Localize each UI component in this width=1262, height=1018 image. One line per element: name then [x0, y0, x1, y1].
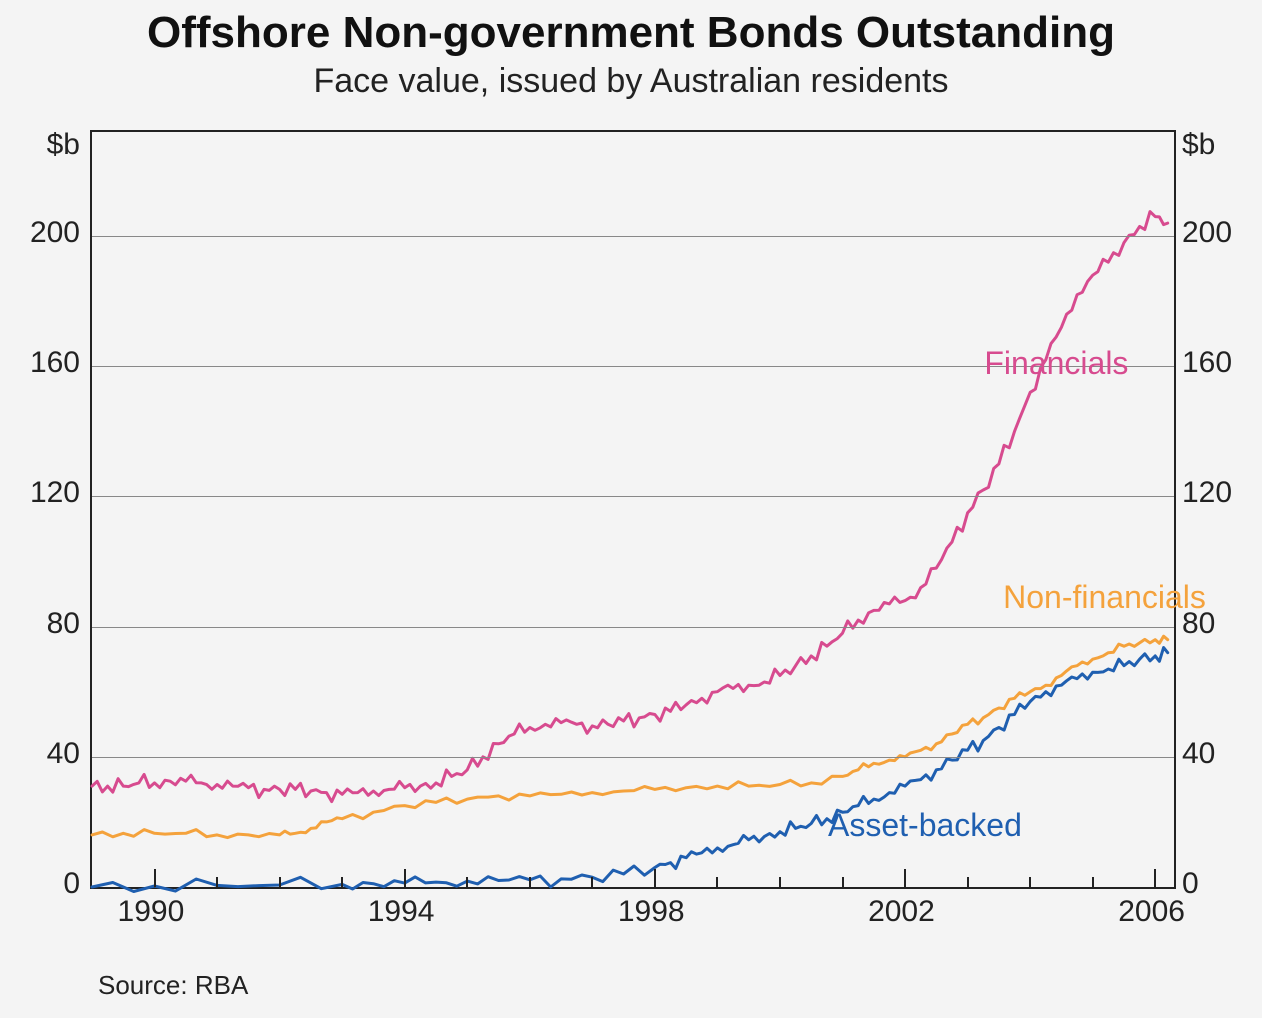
series-financials	[92, 212, 1168, 802]
x-minor-tick	[716, 877, 718, 887]
y-tick-label-left: 40	[47, 737, 80, 771]
series-label-asset-backed: Asset-backed	[828, 807, 1022, 844]
x-minor-tick	[529, 877, 531, 887]
y-tick-label-right: 120	[1182, 476, 1232, 510]
y-tick-label-left: 120	[30, 476, 80, 510]
chart-container: { "chart": { "type": "line", "title": "O…	[0, 0, 1262, 1018]
x-major-tick	[1154, 869, 1156, 887]
x-minor-tick	[466, 877, 468, 887]
y-tick-label-right: 200	[1182, 216, 1232, 250]
gridline	[92, 236, 1174, 237]
source-label: Source: RBA	[98, 970, 248, 1001]
plot-area	[90, 130, 1176, 889]
series-asset-backed	[92, 648, 1168, 892]
x-minor-tick	[779, 877, 781, 887]
x-minor-tick	[967, 877, 969, 887]
gridline	[92, 627, 1174, 628]
y-unit-label-right: $b	[1182, 128, 1215, 162]
x-minor-tick	[842, 877, 844, 887]
series-lines	[92, 132, 1174, 887]
x-tick-label: 1990	[118, 895, 185, 929]
y-unit-label-left: $b	[47, 128, 80, 162]
chart-subtitle: Face value, issued by Australian residen…	[0, 62, 1262, 101]
y-tick-label-left: 200	[30, 216, 80, 250]
x-minor-tick	[1029, 877, 1031, 887]
y-tick-label-left: 0	[63, 867, 80, 901]
y-tick-label-left: 80	[47, 607, 80, 641]
x-major-tick	[404, 869, 406, 887]
x-minor-tick	[1092, 877, 1094, 887]
x-minor-tick	[216, 877, 218, 887]
y-tick-label-right: 160	[1182, 346, 1232, 380]
y-tick-label-left: 160	[30, 346, 80, 380]
x-minor-tick	[341, 877, 343, 887]
gridline	[92, 496, 1174, 497]
series-label-non-financials: Non-financials	[1003, 579, 1206, 616]
series-label-financials: Financials	[984, 345, 1128, 382]
x-tick-label: 1998	[618, 895, 685, 929]
x-major-tick	[904, 869, 906, 887]
x-major-tick	[154, 869, 156, 887]
x-minor-tick	[591, 877, 593, 887]
x-minor-tick	[279, 877, 281, 887]
x-tick-label: 2002	[868, 895, 935, 929]
x-tick-label: 1994	[368, 895, 435, 929]
x-major-tick	[654, 869, 656, 887]
gridline	[92, 757, 1174, 758]
chart-title: Offshore Non-government Bonds Outstandin…	[0, 8, 1262, 58]
x-tick-label: 2006	[1118, 895, 1185, 929]
y-tick-label-right: 40	[1182, 737, 1215, 771]
